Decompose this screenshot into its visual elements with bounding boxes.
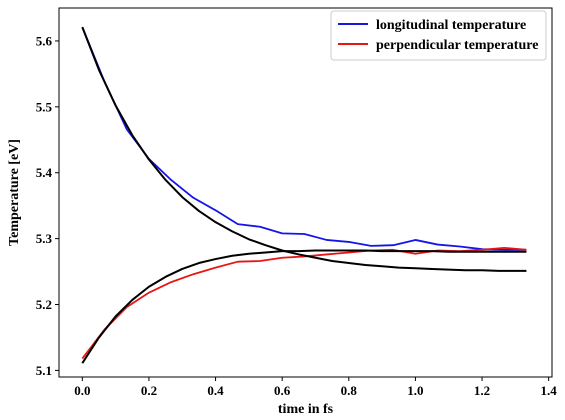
y-tick-label: 5.5: [36, 99, 53, 114]
x-tick-label: 1.4: [541, 383, 558, 398]
plot-frame: [58, 7, 553, 378]
y-tick-label: 5.1: [36, 363, 52, 378]
y-tick-label: 5.2: [36, 297, 52, 312]
y-tick-label: 5.3: [36, 231, 53, 246]
legend-box: [330, 10, 547, 61]
legend: longitudinal temperature perpendicular t…: [330, 10, 547, 61]
y-axis-label: Temperature [eV]: [7, 139, 22, 246]
legend-label-perpendicular: perpendicular temperature: [376, 38, 538, 53]
fit-curve-longitudinal: [81, 26, 527, 272]
x-tick-label: 0.6: [274, 383, 291, 398]
x-tick-label: 0.2: [141, 383, 157, 398]
y-tick-label: 5.6: [36, 33, 53, 48]
x-tick-label: 1.2: [474, 383, 490, 398]
series-layer: [81, 26, 527, 364]
y-tick-label: 5.4: [36, 165, 53, 180]
ticks-layer: 0.0 0.2 0.4 0.6 0.8 1.0 1.2 1.4 5.1 5.2 5.3 5.4 5.5 5…: [36, 33, 558, 398]
fit-curve-perpendicular: [81, 249, 527, 364]
x-tick-label: 1.0: [407, 383, 423, 398]
x-tick-label: 0.8: [341, 383, 358, 398]
x-tick-label: 0.4: [207, 383, 224, 398]
x-axis-label: time in fs: [278, 402, 334, 417]
x-tick-label: 0.0: [74, 383, 90, 398]
longitudinal-series: [81, 26, 527, 251]
legend-label-longitudinal: longitudinal temperature: [376, 18, 526, 33]
